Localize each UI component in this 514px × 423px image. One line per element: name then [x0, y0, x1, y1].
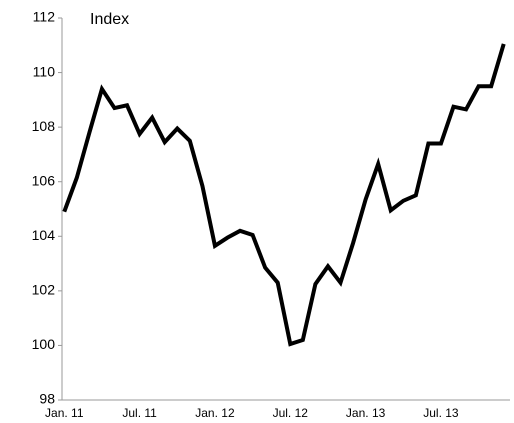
x-tick-label: Jul. 11	[122, 406, 157, 420]
y-axis-title: Index	[90, 11, 129, 28]
y-tick-label: 106	[32, 172, 56, 188]
x-tick-label: Jan. 12	[195, 406, 235, 420]
x-tick-label: Jan. 13	[346, 406, 386, 420]
x-tick-label: Jul. 13	[423, 406, 459, 420]
x-tick-label: Jan. 11	[45, 406, 84, 420]
y-tick-label: 100	[32, 336, 56, 352]
y-tick-label: 98	[39, 391, 55, 407]
x-tick-label: Jul. 12	[273, 406, 309, 420]
y-tick-label: 104	[32, 227, 56, 243]
y-tick-label: 102	[32, 282, 56, 298]
y-tick-label: 108	[32, 118, 56, 134]
y-tick-label: 112	[33, 9, 56, 25]
line	[62, 43, 506, 347]
y-tick-label: 110	[33, 63, 56, 79]
